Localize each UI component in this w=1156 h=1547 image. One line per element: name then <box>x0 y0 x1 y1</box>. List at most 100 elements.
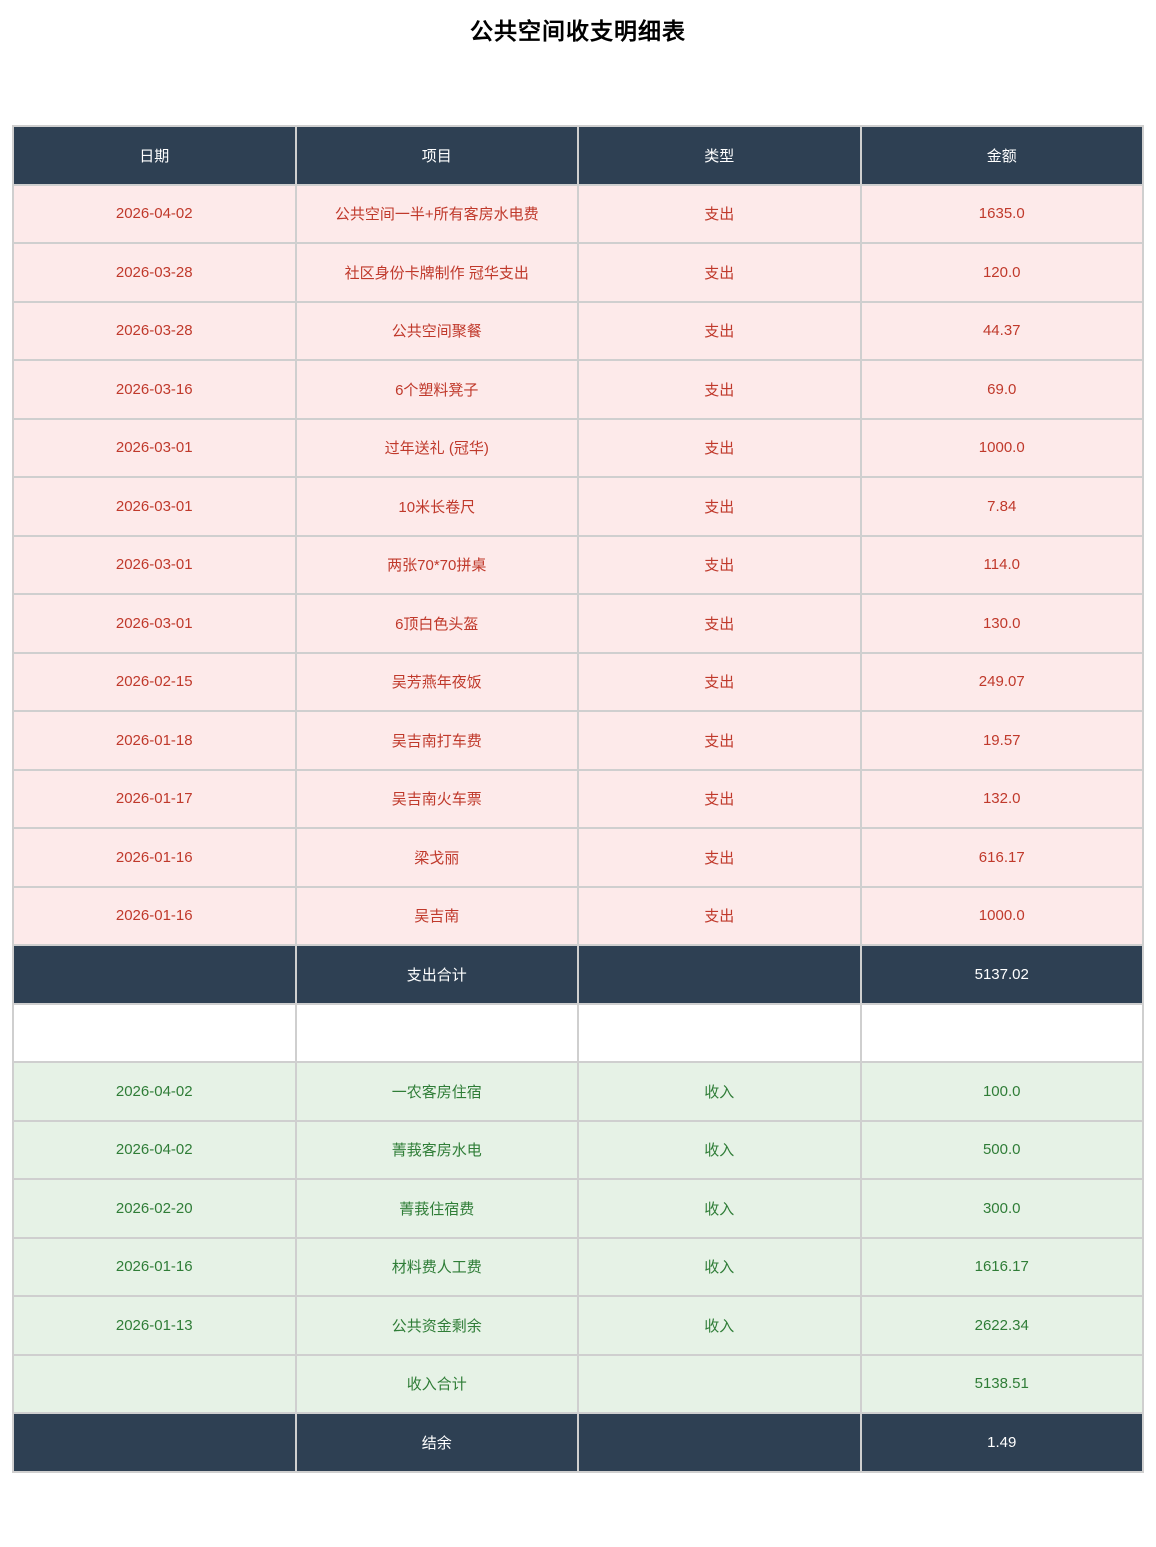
cell-empty <box>577 1353 862 1414</box>
table-row: 2026-04-02 公共空间一半+所有客房水电费 支出 1635.0 <box>12 183 1144 244</box>
cell-amount: 100.0 <box>859 1061 1144 1122</box>
cell-date: 2026-03-28 <box>12 300 297 361</box>
cell-amount: 44.37 <box>859 300 1144 361</box>
cell-type: 收入 <box>577 1178 862 1239</box>
cell-amount: 19.57 <box>859 710 1144 771</box>
cell-empty <box>12 944 297 1005</box>
table-row: 2026-01-18 吴吉南打车费 支出 19.57 <box>12 710 1144 771</box>
cell-type: 支出 <box>577 885 862 946</box>
cell-item: 菁莪客房水电 <box>294 1119 579 1180</box>
cell-type: 支出 <box>577 593 862 654</box>
cell-type: 支出 <box>577 359 862 420</box>
cell-amount: 2622.34 <box>859 1295 1144 1356</box>
cell-item: 6个塑料凳子 <box>294 359 579 420</box>
income-total-row: 收入合计 5138.51 <box>12 1353 1144 1414</box>
expense-total-row: 支出合计 5137.02 <box>12 944 1144 1005</box>
cell-amount: 1635.0 <box>859 183 1144 244</box>
table-row: 2026-01-13 公共资金剩余 收入 2622.34 <box>12 1295 1144 1356</box>
cell-empty <box>12 1002 297 1063</box>
cell-type: 支出 <box>577 534 862 595</box>
table-row: 2026-03-16 6个塑料凳子 支出 69.0 <box>12 359 1144 420</box>
table-row: 2026-02-15 吴芳燕年夜饭 支出 249.07 <box>12 651 1144 712</box>
cell-type: 收入 <box>577 1236 862 1297</box>
cell-amount: 7.84 <box>859 476 1144 537</box>
cell-type: 支出 <box>577 242 862 303</box>
cell-date: 2026-03-16 <box>12 359 297 420</box>
cell-empty <box>12 1353 297 1414</box>
cell-type: 支出 <box>577 827 862 888</box>
cell-item: 过年送礼 (冠华) <box>294 417 579 478</box>
table-row: 2026-01-16 吴吉南 支出 1000.0 <box>12 885 1144 946</box>
cell-empty <box>577 1002 862 1063</box>
cell-date: 2026-04-02 <box>12 1119 297 1180</box>
table-row: 2026-03-01 6顶白色头盔 支出 130.0 <box>12 593 1144 654</box>
cell-empty <box>859 1002 1144 1063</box>
cell-item: 吴吉南 <box>294 885 579 946</box>
cell-date: 2026-02-20 <box>12 1178 297 1239</box>
cell-amount: 500.0 <box>859 1119 1144 1180</box>
header-row: 日期 项目 类型 金额 <box>12 125 1144 186</box>
cell-amount: 69.0 <box>859 359 1144 420</box>
income-total-label: 收入合计 <box>294 1353 579 1414</box>
cell-date: 2026-01-18 <box>12 710 297 771</box>
cell-amount: 1616.17 <box>859 1236 1144 1297</box>
table-row: 2026-04-02 一农客房住宿 收入 100.0 <box>12 1061 1144 1122</box>
cell-item: 材料费人工费 <box>294 1236 579 1297</box>
table-row: 2026-01-16 材料费人工费 收入 1616.17 <box>12 1236 1144 1297</box>
balance-amount: 1.49 <box>859 1412 1144 1473</box>
cell-type: 支出 <box>577 768 862 829</box>
cell-amount: 114.0 <box>859 534 1144 595</box>
cell-item: 公共空间一半+所有客房水电费 <box>294 183 579 244</box>
cell-type: 支出 <box>577 476 862 537</box>
cell-date: 2026-03-28 <box>12 242 297 303</box>
cell-amount: 249.07 <box>859 651 1144 712</box>
cell-amount: 616.17 <box>859 827 1144 888</box>
header-date: 日期 <box>12 125 297 186</box>
cell-item: 吴芳燕年夜饭 <box>294 651 579 712</box>
income-total-amount: 5138.51 <box>859 1353 1144 1414</box>
cell-item: 10米长卷尺 <box>294 476 579 537</box>
header-type: 类型 <box>577 125 862 186</box>
cell-amount: 1000.0 <box>859 417 1144 478</box>
table-row: 2026-03-01 10米长卷尺 支出 7.84 <box>12 476 1144 537</box>
cell-date: 2026-04-02 <box>12 1061 297 1122</box>
expense-total-amount: 5137.02 <box>859 944 1144 1005</box>
cell-amount: 132.0 <box>859 768 1144 829</box>
table-row: 2026-01-16 梁戈丽 支出 616.17 <box>12 827 1144 888</box>
cell-item: 社区身份卡牌制作 冠华支出 <box>294 242 579 303</box>
cell-type: 收入 <box>577 1119 862 1180</box>
cell-item: 公共资金剩余 <box>294 1295 579 1356</box>
cell-type: 支出 <box>577 651 862 712</box>
cell-item: 吴吉南打车费 <box>294 710 579 771</box>
cell-date: 2026-01-13 <box>12 1295 297 1356</box>
cell-date: 2026-01-16 <box>12 885 297 946</box>
cell-date: 2026-03-01 <box>12 593 297 654</box>
cell-empty <box>12 1412 297 1473</box>
cell-item: 两张70*70拼桌 <box>294 534 579 595</box>
cell-item: 梁戈丽 <box>294 827 579 888</box>
cell-date: 2026-03-01 <box>12 534 297 595</box>
table-row: 2026-04-02 菁莪客房水电 收入 500.0 <box>12 1119 1144 1180</box>
table-row: 2026-03-28 公共空间聚餐 支出 44.37 <box>12 300 1144 361</box>
cell-amount: 300.0 <box>859 1178 1144 1239</box>
page-title: 公共空间收支明细表 <box>470 18 686 44</box>
cell-amount: 120.0 <box>859 242 1144 303</box>
cell-item: 一农客房住宿 <box>294 1061 579 1122</box>
balance-label: 结余 <box>294 1412 579 1473</box>
cell-item: 公共空间聚餐 <box>294 300 579 361</box>
cell-date: 2026-03-01 <box>12 417 297 478</box>
cell-date: 2026-04-02 <box>12 183 297 244</box>
cell-date: 2026-02-15 <box>12 651 297 712</box>
header-item: 项目 <box>294 125 579 186</box>
expense-total-label: 支出合计 <box>294 944 579 1005</box>
cell-empty <box>577 944 862 1005</box>
table-row: 2026-03-01 过年送礼 (冠华) 支出 1000.0 <box>12 417 1144 478</box>
cell-type: 支出 <box>577 183 862 244</box>
table-row: 2026-01-17 吴吉南火车票 支出 132.0 <box>12 768 1144 829</box>
cell-empty <box>577 1412 862 1473</box>
cell-date: 2026-01-16 <box>12 827 297 888</box>
spacer-row <box>12 1002 1144 1063</box>
cell-type: 收入 <box>577 1295 862 1356</box>
cell-date: 2026-01-17 <box>12 768 297 829</box>
header-amount: 金额 <box>859 125 1144 186</box>
